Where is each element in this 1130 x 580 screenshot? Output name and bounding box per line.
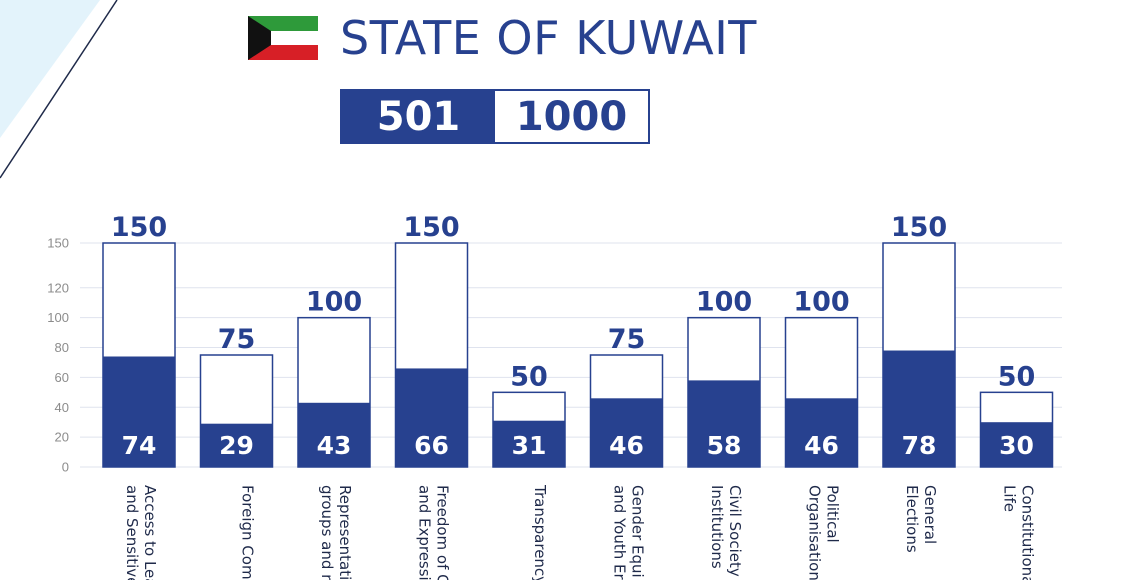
bar-value-label: 46 bbox=[609, 431, 644, 460]
category-label: Elections bbox=[903, 485, 921, 553]
y-tick-label: 40 bbox=[55, 400, 69, 415]
category-label: Gender Equi bbox=[629, 485, 647, 578]
bar-value-label: 30 bbox=[999, 431, 1034, 460]
bar-max-label: 75 bbox=[218, 324, 256, 355]
category-label: Freedom of C bbox=[434, 485, 452, 580]
category-label: Foreign Com bbox=[239, 485, 257, 580]
bar-value bbox=[395, 368, 468, 467]
bar-max-label: 75 bbox=[608, 324, 646, 355]
bar-value bbox=[103, 356, 175, 467]
bar-max-label: 100 bbox=[306, 287, 362, 318]
bar-value bbox=[590, 398, 663, 467]
bar-max-label: 100 bbox=[793, 287, 849, 318]
corner-decoration bbox=[0, 0, 118, 179]
score-box: 501 1000 bbox=[340, 89, 650, 144]
y-tick-label: 120 bbox=[47, 280, 69, 295]
category-label: and Expressi bbox=[416, 485, 434, 580]
y-tick-label: 150 bbox=[47, 236, 69, 251]
y-tick-label: 80 bbox=[55, 340, 69, 355]
bar-value-label: 78 bbox=[902, 431, 937, 460]
score-earned: 501 bbox=[342, 91, 495, 142]
kuwait-flag-icon bbox=[248, 16, 318, 60]
category-label: Institutions bbox=[708, 485, 726, 569]
bar-value-label: 66 bbox=[414, 431, 449, 460]
category-label: Constitutiona bbox=[1019, 485, 1037, 580]
bar-value-label: 43 bbox=[317, 431, 352, 460]
page-title: STATE OF KUWAIT bbox=[340, 11, 757, 65]
category-label: Transparency bbox=[531, 484, 549, 580]
bar-value-label: 58 bbox=[707, 431, 742, 460]
bar-value bbox=[493, 420, 565, 467]
header: STATE OF KUWAIT bbox=[248, 10, 757, 66]
category-label: Organisation bbox=[806, 485, 824, 580]
category-label: Life bbox=[1001, 485, 1019, 512]
category-label: and Sensitive bbox=[123, 485, 141, 580]
bar-max-label: 150 bbox=[403, 212, 459, 243]
bar-value-label: 31 bbox=[512, 431, 547, 460]
category-label: Civil Society bbox=[726, 485, 744, 577]
bar-max-label: 150 bbox=[111, 212, 167, 243]
bar-value bbox=[980, 422, 1053, 467]
category-label: Access to Lea bbox=[141, 485, 159, 580]
bar-value bbox=[785, 398, 858, 467]
bar-value bbox=[883, 350, 955, 467]
bar-max-label: 150 bbox=[891, 212, 947, 243]
bar-value-label: 74 bbox=[122, 431, 157, 460]
bar-max-label: 50 bbox=[998, 361, 1036, 392]
category-label: groups and n bbox=[318, 485, 336, 580]
bar-value bbox=[298, 402, 370, 467]
bar-value bbox=[688, 380, 760, 467]
category-label: Political bbox=[824, 485, 842, 543]
category-label: and Youth Er bbox=[611, 485, 629, 580]
category-label: Representati bbox=[336, 485, 354, 580]
y-tick-label: 20 bbox=[55, 430, 69, 445]
bar-value-label: 29 bbox=[219, 431, 254, 460]
bar-max-label: 100 bbox=[696, 287, 752, 318]
y-tick-label: 60 bbox=[55, 370, 69, 385]
y-tick-label: 0 bbox=[62, 460, 69, 475]
bar-value-label: 46 bbox=[804, 431, 839, 460]
score-total: 1000 bbox=[495, 91, 648, 142]
category-label: General bbox=[921, 485, 939, 544]
y-tick-label: 100 bbox=[47, 310, 69, 325]
bar-max-label: 50 bbox=[510, 361, 548, 392]
bar-value bbox=[200, 423, 273, 467]
